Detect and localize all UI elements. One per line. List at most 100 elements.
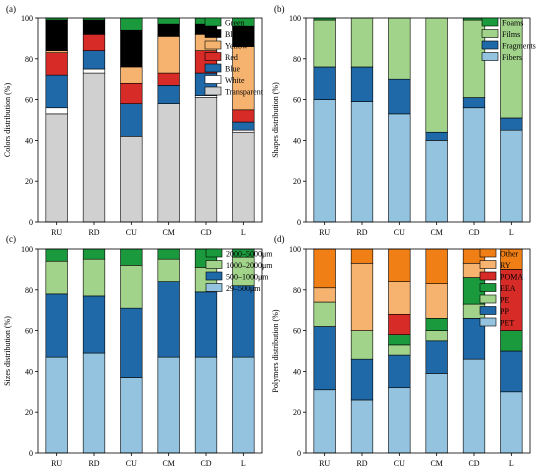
bar-segment	[388, 344, 411, 356]
bar-segment	[194, 291, 218, 358]
bar-segment	[388, 354, 411, 389]
x-tick-label: CU	[126, 459, 137, 468]
x-tick-label: L	[509, 459, 514, 468]
bar-segment	[120, 136, 143, 223]
legend: Other RY POMA EEA PE PP PET	[479, 248, 523, 328]
x-tick-label: RD	[356, 459, 367, 468]
bar-segment	[462, 107, 486, 223]
legend-swatch	[481, 40, 499, 50]
bar-segment	[232, 129, 255, 133]
legend-label: EEA	[500, 284, 516, 293]
bar-segment	[120, 103, 143, 137]
chart-panel-0: (a) Colors distribution (%) RU RD CU CM CD L 0 20…	[3, 4, 264, 237]
legend-label: Yellow	[225, 42, 248, 51]
legend-swatch	[205, 271, 223, 281]
bar-segment	[388, 281, 411, 315]
legend-swatch	[479, 260, 497, 269]
bar-segment	[388, 313, 411, 335]
x-tick-label: RU	[51, 459, 62, 468]
bar-segment	[388, 17, 411, 80]
chart-panel-2: (c) Sizes distribution (%) RU RD CU CM CD L 0 20 4…	[3, 234, 273, 468]
legend-label: 2000–5000μm	[226, 250, 273, 259]
legend-label: PE	[500, 296, 509, 305]
bar-segment	[388, 387, 411, 454]
bar-segment	[82, 248, 106, 260]
bar-segment	[82, 50, 106, 70]
bar-segment	[350, 330, 374, 360]
y-tick-label: 40	[293, 367, 301, 376]
x-tick-label: CU	[394, 228, 405, 237]
x-tick-label: RU	[319, 459, 330, 468]
bar-segment	[350, 66, 374, 102]
bar-segment	[350, 358, 374, 401]
legend-swatch	[479, 317, 497, 327]
y-tick-label: 0	[29, 218, 33, 227]
bar-segment	[425, 318, 448, 331]
bar-segment	[500, 129, 523, 223]
bar-segment	[350, 17, 374, 68]
bar-segment	[313, 389, 336, 454]
legend-swatch	[205, 248, 223, 258]
bar-segment	[157, 85, 180, 104]
legend-swatch	[204, 52, 222, 61]
legend-label: Green	[225, 19, 245, 28]
legend-label: Other	[500, 250, 519, 259]
bar-segment	[45, 74, 68, 109]
x-tick-label: RD	[88, 459, 99, 468]
bar-segment	[120, 17, 143, 31]
x-tick-label: CU	[394, 459, 405, 468]
bar-segment	[120, 66, 143, 84]
bar-segment	[232, 109, 255, 123]
bar-segment	[82, 352, 106, 454]
legend-label: White	[225, 76, 245, 85]
legend-swatch	[479, 306, 497, 315]
bar-segment	[232, 285, 255, 358]
bar-segment	[313, 248, 336, 289]
bar-segment	[462, 358, 486, 454]
bar-segment	[45, 107, 68, 115]
x-tick-label: RD	[356, 228, 367, 237]
bar-segment	[425, 131, 448, 141]
y-tick-label: 20	[25, 408, 33, 417]
bar-segment	[120, 248, 143, 266]
bar-segment	[157, 72, 180, 86]
bar-segment	[45, 260, 68, 295]
panel-label: (c)	[6, 234, 16, 244]
bar-segment	[45, 248, 68, 262]
y-tick-label: 80	[25, 55, 33, 64]
bar-segment	[425, 340, 448, 374]
bar-segment	[157, 103, 180, 223]
bar-segment	[462, 97, 486, 109]
legend-swatch	[205, 260, 223, 269]
legend-swatch	[205, 283, 223, 292]
legend-swatch	[204, 17, 222, 27]
legend-label: Foams	[502, 19, 523, 28]
x-tick-label: CM	[162, 228, 174, 237]
bar-segment	[194, 95, 218, 98]
bar-segment	[120, 82, 143, 104]
bar-segment	[425, 373, 448, 454]
bar-segment	[313, 301, 336, 327]
legend-label: Fragments	[502, 42, 536, 51]
x-tick-label: RU	[51, 228, 62, 237]
bar-segment	[313, 99, 336, 223]
legend-swatch	[481, 52, 499, 61]
bar-segment	[157, 17, 180, 25]
x-tick-label: CD	[468, 459, 479, 468]
y-tick-label: 100	[21, 245, 33, 254]
bar-segment	[500, 350, 523, 393]
bar-segment	[388, 78, 411, 115]
plot-frame	[305, 17, 531, 223]
bar-segment	[194, 97, 218, 223]
bar-segment	[388, 334, 411, 346]
bar-segment	[388, 248, 411, 282]
legend-label: Films	[502, 30, 520, 39]
bar-segment	[232, 131, 255, 223]
bar-segment	[462, 19, 486, 98]
bar-segment	[157, 248, 180, 260]
x-tick-label: RU	[319, 228, 330, 237]
legend-label: 29–500μm	[226, 284, 261, 293]
bar-segment	[157, 258, 180, 282]
y-tick-label: 60	[293, 96, 301, 105]
